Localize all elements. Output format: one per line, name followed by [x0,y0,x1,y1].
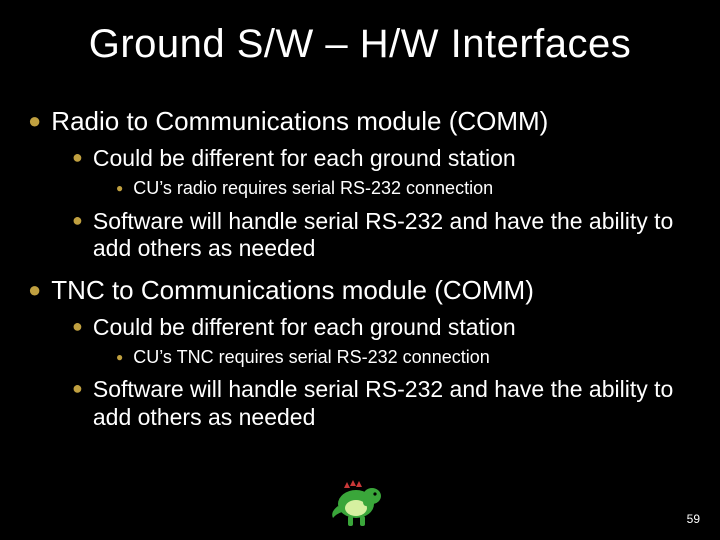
bullet-text: Could be different for each ground stati… [93,314,692,341]
bullet-icon: ● [72,208,83,233]
bullet-text: Radio to Communications module (COMM) [51,107,692,137]
bullet-l2: ● Could be different for each ground sta… [72,145,692,172]
bullet-icon: ● [116,178,123,200]
slide: Ground S/W – H/W Interfaces ● Radio to C… [0,0,720,540]
bullet-text: CU’s TNC requires serial RS-232 connecti… [133,347,692,369]
bullet-icon: ● [116,347,123,369]
bullet-l1: ● TNC to Communications module (COMM) [28,276,692,306]
bullet-l2: ● Could be different for each ground sta… [72,314,692,341]
page-number: 59 [687,512,700,526]
bullet-l2: ● Software will handle serial RS-232 and… [72,376,692,430]
bullet-text: TNC to Communications module (COMM) [51,276,692,306]
dinosaur-icon [330,478,386,528]
bullet-text: Software will handle serial RS-232 and h… [93,376,692,430]
slide-content: ● Radio to Communications module (COMM) … [0,75,720,431]
bullet-icon: ● [72,376,83,401]
bullet-l3: ● CU’s TNC requires serial RS-232 connec… [116,347,692,369]
bullet-icon: ● [28,276,41,305]
bullet-icon: ● [28,107,41,136]
bullet-text: Software will handle serial RS-232 and h… [93,208,692,262]
bullet-l2: ● Software will handle serial RS-232 and… [72,208,692,262]
bullet-l3: ● CU’s radio requires serial RS-232 conn… [116,178,692,200]
bullet-text: CU’s radio requires serial RS-232 connec… [133,178,692,200]
slide-title: Ground S/W – H/W Interfaces [0,0,720,75]
bullet-icon: ● [72,145,83,170]
bullet-text: Could be different for each ground stati… [93,145,692,172]
bullet-icon: ● [72,314,83,339]
bullet-l1: ● Radio to Communications module (COMM) [28,107,692,137]
